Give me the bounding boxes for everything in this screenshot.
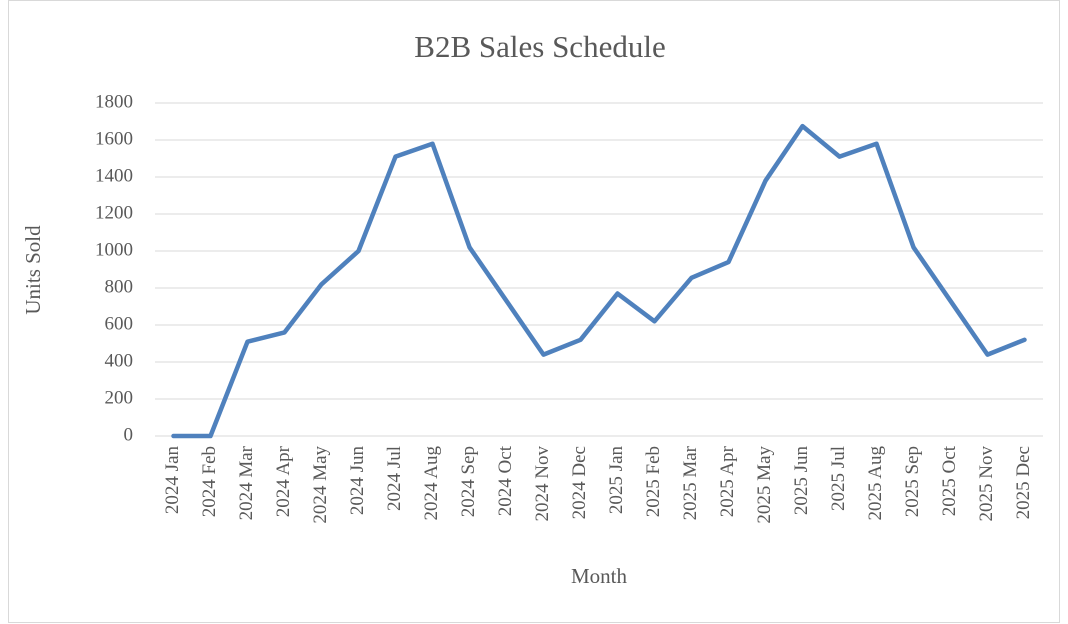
y-tick-label: 1600 (95, 128, 133, 149)
x-tick-label: 2024 May (310, 446, 331, 524)
x-tick-label: 2025 Sep (902, 446, 923, 517)
data-line (171, 123, 1027, 439)
x-tick-label: 2025 Aug (865, 446, 886, 521)
x-tick-label: 2025 Feb (643, 446, 664, 517)
y-tick-label: 600 (105, 313, 134, 334)
chart-title: B2B Sales Schedule (414, 29, 665, 64)
x-tick-label: 2024 Apr (273, 445, 294, 517)
x-tick-label: 2025 Oct (939, 445, 960, 516)
x-tick-label: 2024 Feb (199, 446, 220, 517)
x-tick-label: 2024 Dec (569, 446, 590, 519)
x-tick-label: 2025 Mar (680, 445, 701, 520)
x-tick-label: 2025 Jul (828, 446, 849, 511)
x-axis-label: Month (571, 564, 628, 588)
y-tick-label: 800 (105, 276, 134, 297)
x-tick-label: 2025 Jun (791, 446, 812, 516)
y-tick-label: 1400 (95, 165, 133, 186)
y-tick-label: 0 (124, 424, 134, 445)
y-tick-label: 400 (105, 350, 134, 371)
chart-border (8, 0, 1060, 623)
x-tick-label: 2024 Jul (384, 446, 405, 511)
x-tick-label: 2025 Nov (976, 446, 997, 522)
x-tick-label: 2024 Nov (532, 446, 553, 522)
y-tick-label: 1000 (95, 239, 133, 260)
x-tick-label: 2024 Jun (347, 446, 368, 516)
x-tick-label: 2025 Jan (606, 446, 627, 515)
y-tick-label: 200 (105, 387, 134, 408)
x-tick-label: 2024 Mar (236, 445, 257, 520)
x-tick-label: 2024 Oct (495, 445, 516, 516)
x-tick-label: 2024 Sep (458, 446, 479, 517)
x-tick-label: 2024 Jan (162, 446, 183, 515)
x-tick-label: 2025 Dec (1013, 446, 1034, 519)
x-tick-label: 2024 Aug (421, 446, 442, 521)
y-tick-label: 1800 (95, 91, 133, 112)
y-tick-label: 1200 (95, 202, 133, 223)
x-tick-label: 2025 Apr (717, 445, 738, 517)
x-tick-label: 2025 May (754, 446, 775, 524)
y-axis-label: Units Sold (21, 225, 45, 315)
